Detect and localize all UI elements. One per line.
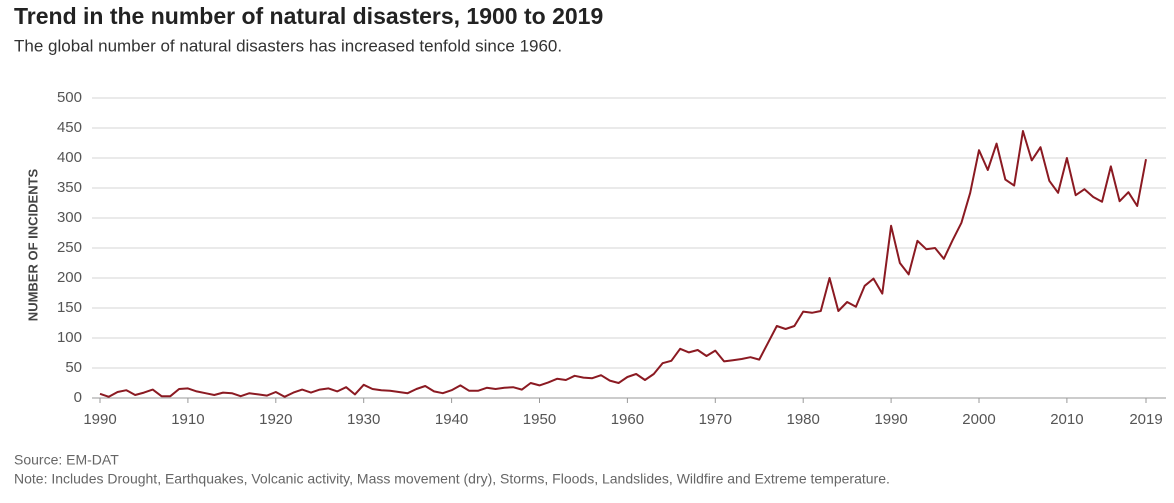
source: Source: EM-DAT <box>14 452 119 468</box>
x-tick-label: 1990 <box>874 411 907 428</box>
y-tick-label: 100 <box>57 329 82 346</box>
x-tick-label: 1970 <box>699 411 732 428</box>
x-tick-label: 1930 <box>347 411 380 428</box>
y-tick-label: 50 <box>65 359 82 376</box>
y-tick-label: 450 <box>57 119 82 136</box>
data-line <box>99 130 1147 398</box>
x-tick-label: 1940 <box>435 411 468 428</box>
y-tick-label: 150 <box>57 299 82 316</box>
chart-subtitle: The global number of natural disasters h… <box>14 36 562 55</box>
x-tick-label: 1920 <box>259 411 292 428</box>
x-tick-label: 1960 <box>611 411 644 428</box>
x-tick-label: 2010 <box>1050 411 1083 428</box>
x-tick-label: 2019 <box>1129 411 1162 428</box>
y-tick-label: 300 <box>57 209 82 226</box>
y-tick-label: 400 <box>57 149 82 166</box>
y-tick-label: 250 <box>57 239 82 256</box>
x-tick-label: 1980 <box>787 411 820 428</box>
x-tick-label: 1950 <box>523 411 556 428</box>
y-tick-label: 200 <box>57 269 82 286</box>
x-tick-label: 1910 <box>171 411 204 428</box>
chart-title: Trend in the number of natural disasters… <box>14 3 603 29</box>
y-tick-label: 500 <box>57 89 82 106</box>
y-tick-label: 0 <box>74 389 82 406</box>
y-axis-label: NUMBER OF INCIDENTS <box>25 168 40 321</box>
x-tick-label: 2000 <box>962 411 995 428</box>
note: Note: Includes Drought, Earthquakes, Vol… <box>14 471 890 487</box>
y-tick-label: 350 <box>57 179 82 196</box>
x-tick-label: 1990 <box>83 411 116 428</box>
